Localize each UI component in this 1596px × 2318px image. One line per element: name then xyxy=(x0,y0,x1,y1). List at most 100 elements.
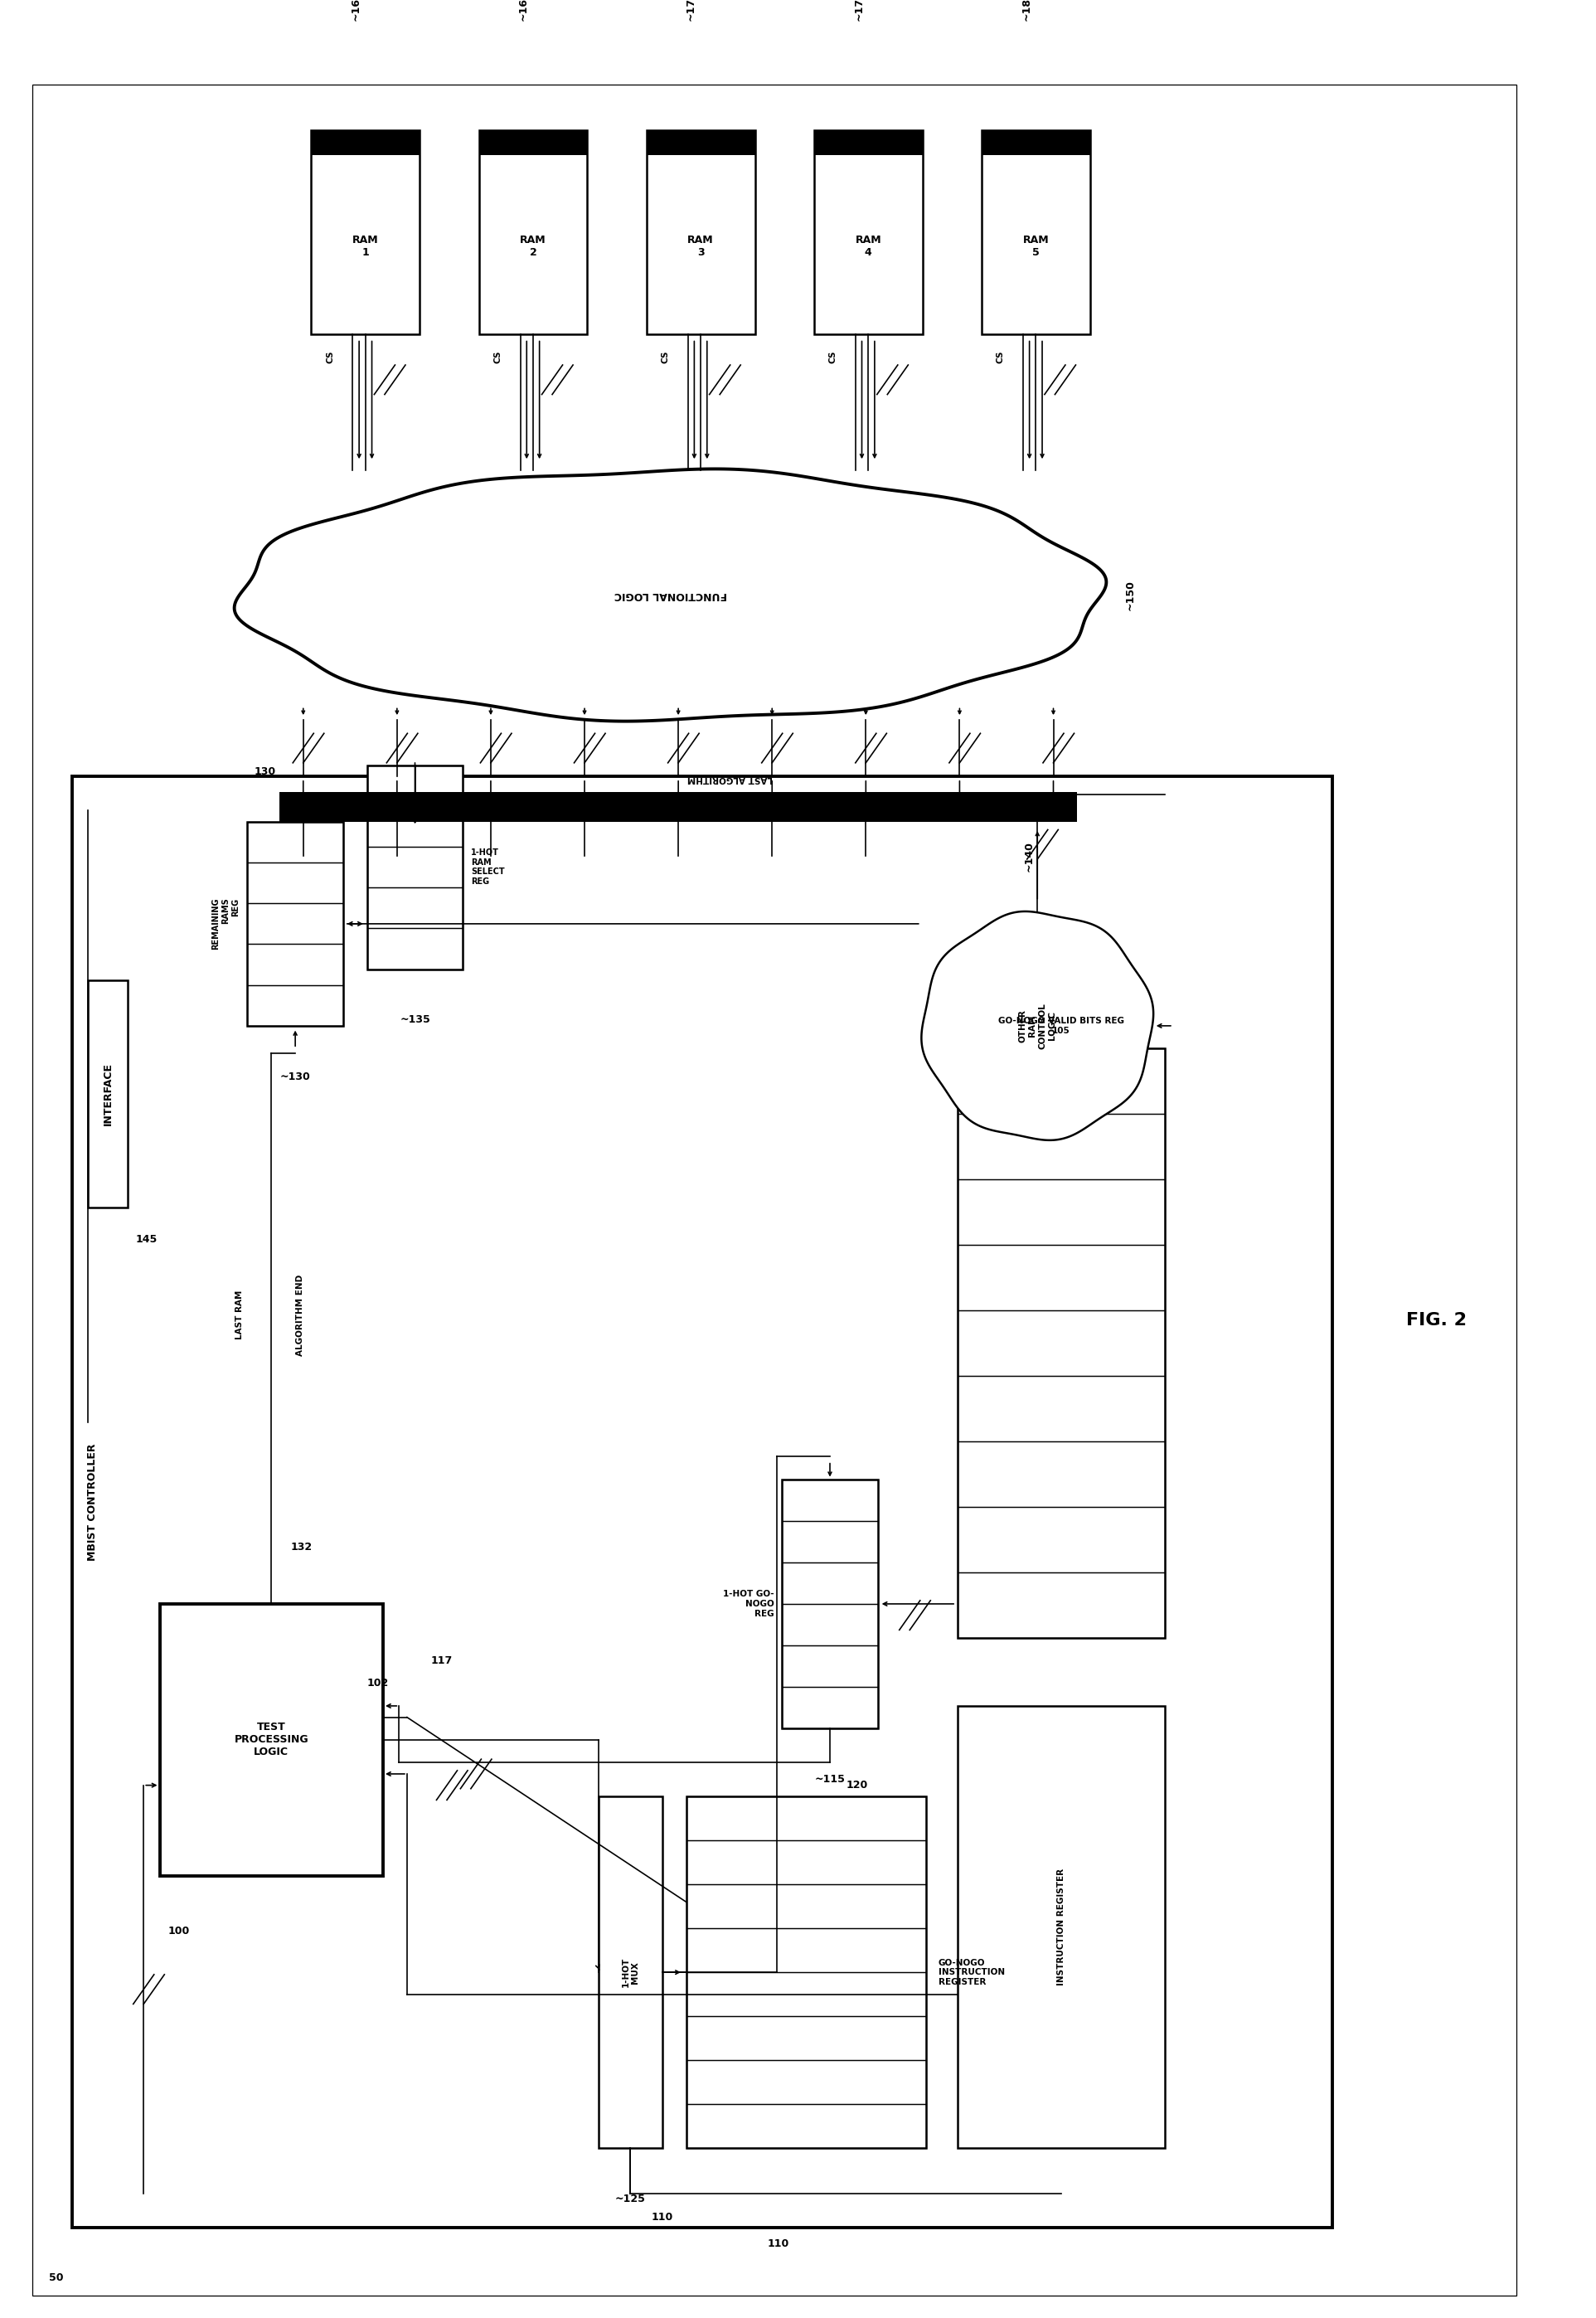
Bar xyxy=(686,1796,926,1840)
Text: 120: 120 xyxy=(846,1780,868,1789)
Bar xyxy=(247,823,343,862)
Bar xyxy=(686,1840,926,1885)
Text: RAM
2: RAM 2 xyxy=(520,234,546,257)
Bar xyxy=(782,1521,878,1562)
Text: MBIST CONTROLLER: MBIST CONTROLLER xyxy=(88,1444,97,1560)
Bar xyxy=(782,1479,878,1729)
Text: CS: CS xyxy=(828,350,838,364)
Text: ~150: ~150 xyxy=(1125,580,1135,610)
Text: 1-HOT
MUX: 1-HOT MUX xyxy=(621,1956,640,1987)
Text: FIG. 2: FIG. 2 xyxy=(1406,1312,1467,1328)
Bar xyxy=(686,1796,926,2149)
Bar xyxy=(160,1604,383,1875)
Text: 50: 50 xyxy=(48,2272,64,2283)
Bar xyxy=(247,904,343,943)
Text: LAST ALGORITHM: LAST ALGORITHM xyxy=(688,774,772,783)
Bar xyxy=(982,130,1090,155)
Text: LAST RAM: LAST RAM xyxy=(235,1291,244,1340)
Text: 110: 110 xyxy=(768,2239,788,2248)
Text: RAM
4: RAM 4 xyxy=(855,234,881,257)
Bar xyxy=(958,1310,1165,1377)
Bar xyxy=(686,2017,926,2061)
Text: ~165: ~165 xyxy=(519,0,528,21)
Text: ~135: ~135 xyxy=(399,1015,431,1025)
Text: CS: CS xyxy=(661,350,670,364)
Bar xyxy=(814,130,922,155)
Text: ~115: ~115 xyxy=(814,1773,846,1785)
Text: ALGORITHM END: ALGORITHM END xyxy=(295,1275,305,1356)
Text: 100: 100 xyxy=(168,1926,190,1936)
Bar xyxy=(598,1796,662,2149)
Bar xyxy=(367,846,463,888)
Text: CS: CS xyxy=(493,350,503,364)
Text: ~170: ~170 xyxy=(686,0,696,21)
Bar xyxy=(367,807,463,846)
Bar xyxy=(782,1646,878,1688)
Bar xyxy=(982,130,1090,334)
Bar xyxy=(479,130,587,155)
Bar xyxy=(782,1479,878,1521)
Text: 132: 132 xyxy=(290,1541,313,1553)
Bar xyxy=(247,985,343,1027)
Text: 102: 102 xyxy=(367,1678,389,1688)
Bar xyxy=(958,1442,1165,1507)
Bar xyxy=(814,130,922,334)
Text: 117: 117 xyxy=(431,1655,453,1667)
Text: GO-NOGO
INSTRUCTION
REGISTER: GO-NOGO INSTRUCTION REGISTER xyxy=(938,1959,1005,1987)
Text: RAM
1: RAM 1 xyxy=(353,234,378,257)
Text: ~160: ~160 xyxy=(351,0,361,21)
Text: INSTRUCTION REGISTER: INSTRUCTION REGISTER xyxy=(1057,1868,1066,1987)
Bar xyxy=(686,1973,926,2017)
Bar xyxy=(958,1706,1165,2149)
Bar xyxy=(782,1688,878,1729)
Text: TEST
PROCESSING
LOGIC: TEST PROCESSING LOGIC xyxy=(235,1722,308,1757)
Bar xyxy=(247,943,343,985)
Text: GO-NOGO VALID BITS REG
105: GO-NOGO VALID BITS REG 105 xyxy=(999,1018,1124,1034)
Bar xyxy=(367,765,463,807)
Text: 145: 145 xyxy=(136,1235,158,1245)
Bar xyxy=(247,823,343,1027)
Text: CS: CS xyxy=(326,350,335,364)
Bar xyxy=(646,130,755,155)
Bar xyxy=(88,981,128,1208)
Bar xyxy=(958,1377,1165,1442)
Text: 130: 130 xyxy=(254,767,276,777)
Bar xyxy=(479,130,587,334)
Text: ~125: ~125 xyxy=(614,2193,646,2204)
Bar xyxy=(686,1885,926,1929)
Bar xyxy=(72,777,1333,2228)
Text: REMAINING
RAMS
REG: REMAINING RAMS REG xyxy=(212,897,239,950)
Bar xyxy=(686,1929,926,1973)
Polygon shape xyxy=(235,468,1106,721)
Bar xyxy=(686,2061,926,2105)
Text: 1-HOT GO-
NOGO
REG: 1-HOT GO- NOGO REG xyxy=(723,1590,774,1618)
Bar xyxy=(646,130,755,334)
Text: ~175: ~175 xyxy=(854,0,863,21)
Text: ~130: ~130 xyxy=(279,1071,311,1083)
Polygon shape xyxy=(921,911,1154,1140)
Bar xyxy=(311,130,420,334)
Text: OTHER
RAM
CONTROL
LOGIC: OTHER RAM CONTROL LOGIC xyxy=(1018,1004,1057,1050)
Bar xyxy=(958,1572,1165,1639)
Bar xyxy=(782,1562,878,1604)
Bar xyxy=(958,1180,1165,1245)
Text: RAM
3: RAM 3 xyxy=(688,234,713,257)
Bar xyxy=(958,1507,1165,1572)
Bar xyxy=(782,1604,878,1646)
Text: INTERFACE: INTERFACE xyxy=(102,1062,113,1124)
Text: ~140: ~140 xyxy=(1025,841,1034,872)
Text: 110: 110 xyxy=(651,2211,674,2223)
Text: 1-HOT
RAM
SELECT
REG: 1-HOT RAM SELECT REG xyxy=(471,848,504,885)
Text: RAM
5: RAM 5 xyxy=(1023,234,1049,257)
Bar xyxy=(367,765,463,969)
Bar xyxy=(247,862,343,904)
Bar xyxy=(686,2105,926,2149)
Bar xyxy=(367,888,463,927)
Bar xyxy=(958,1048,1165,1639)
Text: CS: CS xyxy=(996,350,1005,364)
Bar xyxy=(958,1245,1165,1310)
Text: FUNCTIONAL LOGIC: FUNCTIONAL LOGIC xyxy=(614,589,726,600)
Bar xyxy=(958,1048,1165,1115)
Bar xyxy=(367,927,463,969)
Bar xyxy=(279,793,1077,823)
